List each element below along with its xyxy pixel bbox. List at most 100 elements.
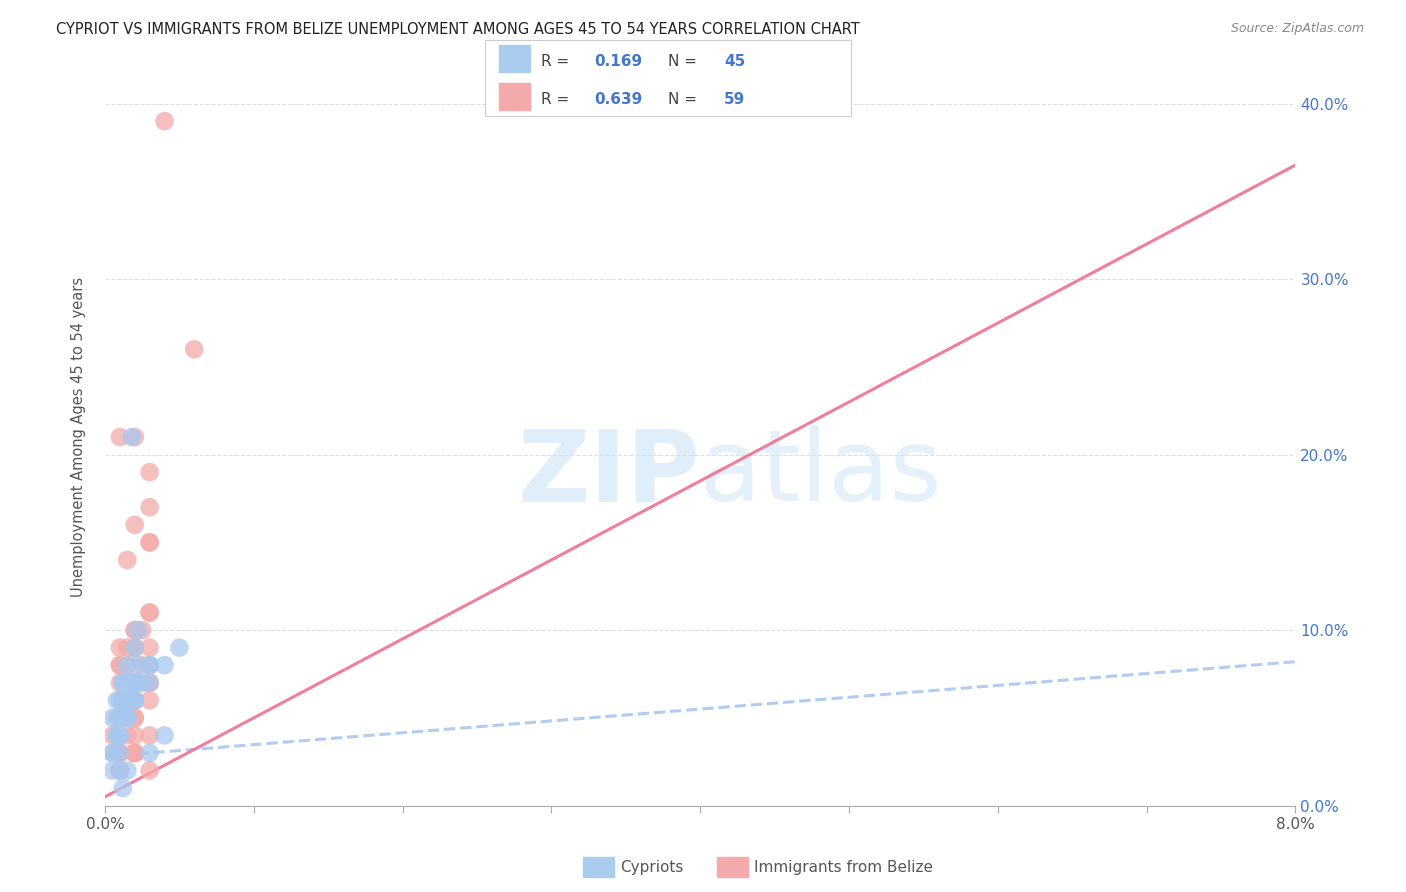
Point bbox=[127, 675, 149, 690]
Point bbox=[153, 114, 176, 128]
Point bbox=[124, 711, 146, 725]
Point bbox=[108, 658, 131, 673]
Point bbox=[124, 728, 146, 742]
Point bbox=[124, 675, 146, 690]
Point bbox=[121, 430, 143, 444]
Point bbox=[138, 658, 160, 673]
Point bbox=[111, 711, 134, 725]
Point bbox=[183, 343, 205, 357]
Point bbox=[153, 658, 176, 673]
Point bbox=[101, 746, 124, 760]
Point bbox=[124, 746, 146, 760]
Point bbox=[108, 728, 131, 742]
Point bbox=[138, 500, 160, 515]
Point bbox=[124, 746, 146, 760]
Text: atlas: atlas bbox=[700, 425, 942, 523]
Point bbox=[138, 606, 160, 620]
Point bbox=[111, 675, 134, 690]
Point bbox=[131, 623, 153, 637]
Point bbox=[138, 675, 160, 690]
Point bbox=[117, 693, 139, 707]
Point bbox=[105, 693, 128, 707]
Point bbox=[108, 764, 131, 778]
Point bbox=[108, 711, 131, 725]
Point bbox=[108, 640, 131, 655]
Point bbox=[138, 658, 160, 673]
Point bbox=[105, 728, 128, 742]
Point bbox=[101, 711, 124, 725]
Point bbox=[108, 746, 131, 760]
Point bbox=[108, 764, 131, 778]
Text: CYPRIOT VS IMMIGRANTS FROM BELIZE UNEMPLOYMENT AMONG AGES 45 TO 54 YEARS CORRELA: CYPRIOT VS IMMIGRANTS FROM BELIZE UNEMPL… bbox=[56, 22, 860, 37]
Point bbox=[124, 746, 146, 760]
Text: N =: N = bbox=[668, 54, 702, 69]
Point bbox=[138, 693, 160, 707]
Point bbox=[153, 728, 176, 742]
Point bbox=[105, 728, 128, 742]
Point bbox=[138, 728, 160, 742]
Text: 45: 45 bbox=[724, 54, 745, 69]
Point bbox=[108, 675, 131, 690]
Point bbox=[108, 746, 131, 760]
Point bbox=[138, 535, 160, 549]
Point bbox=[124, 430, 146, 444]
Point bbox=[138, 606, 160, 620]
Point bbox=[117, 640, 139, 655]
Point bbox=[117, 693, 139, 707]
Point bbox=[117, 711, 139, 725]
Y-axis label: Unemployment Among Ages 45 to 54 years: Unemployment Among Ages 45 to 54 years bbox=[72, 277, 86, 597]
Point bbox=[105, 711, 128, 725]
Point bbox=[124, 693, 146, 707]
Point bbox=[108, 728, 131, 742]
Point bbox=[117, 764, 139, 778]
Point bbox=[127, 658, 149, 673]
Point bbox=[108, 764, 131, 778]
Point bbox=[124, 693, 146, 707]
Point bbox=[138, 465, 160, 479]
Text: Cypriots: Cypriots bbox=[620, 860, 683, 874]
Point bbox=[108, 430, 131, 444]
Point bbox=[117, 711, 139, 725]
Point bbox=[124, 693, 146, 707]
Point bbox=[101, 764, 124, 778]
Point bbox=[108, 764, 131, 778]
Point bbox=[124, 623, 146, 637]
Point bbox=[117, 658, 139, 673]
Point bbox=[117, 711, 139, 725]
Point bbox=[117, 553, 139, 567]
Point bbox=[111, 711, 134, 725]
Text: ZIP: ZIP bbox=[517, 425, 700, 523]
Point bbox=[108, 764, 131, 778]
Text: 0.169: 0.169 bbox=[595, 54, 643, 69]
Point bbox=[138, 675, 160, 690]
Point bbox=[124, 640, 146, 655]
Point bbox=[108, 711, 131, 725]
Point bbox=[117, 728, 139, 742]
Point bbox=[117, 658, 139, 673]
Point bbox=[111, 780, 134, 795]
Point bbox=[131, 675, 153, 690]
Point bbox=[124, 711, 146, 725]
Point bbox=[101, 728, 124, 742]
Text: R =: R = bbox=[541, 54, 575, 69]
Point bbox=[108, 746, 131, 760]
Point bbox=[111, 693, 134, 707]
Point bbox=[121, 693, 143, 707]
Point bbox=[124, 640, 146, 655]
Point bbox=[105, 746, 128, 760]
Point bbox=[111, 675, 134, 690]
Text: 0.639: 0.639 bbox=[595, 92, 643, 107]
Text: 59: 59 bbox=[724, 92, 745, 107]
Point bbox=[138, 658, 160, 673]
Point bbox=[108, 764, 131, 778]
Point bbox=[117, 711, 139, 725]
Point bbox=[108, 693, 131, 707]
Point bbox=[124, 623, 146, 637]
Point bbox=[138, 764, 160, 778]
Point bbox=[127, 623, 149, 637]
Text: R =: R = bbox=[541, 92, 575, 107]
Point bbox=[121, 675, 143, 690]
Point bbox=[131, 658, 153, 673]
Point bbox=[124, 693, 146, 707]
Point bbox=[121, 675, 143, 690]
